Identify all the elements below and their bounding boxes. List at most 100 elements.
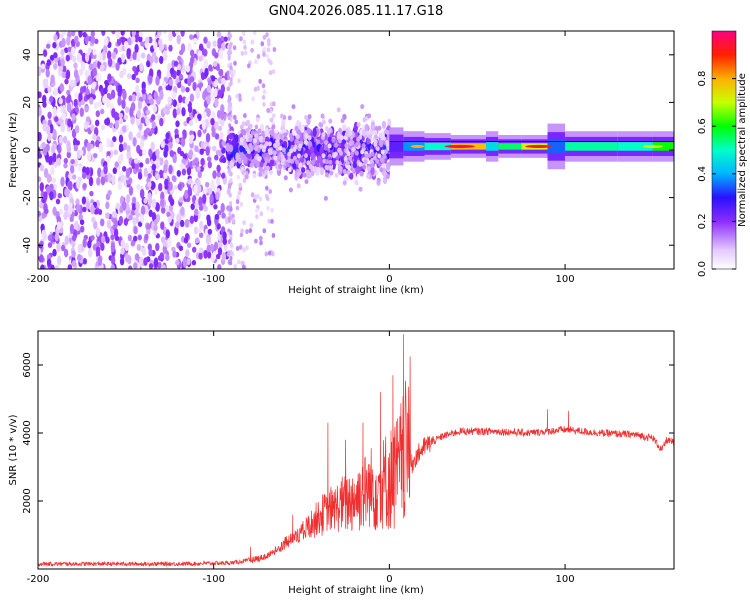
spectrogram-cell (152, 104, 158, 113)
spectrogram-cell (265, 196, 270, 202)
spectrogram-cell (153, 257, 159, 268)
spectrogram-cell (74, 124, 80, 134)
spectrogram-cell (62, 135, 68, 144)
spectrogram-cell (269, 159, 275, 167)
spectrogram-cell (264, 127, 269, 137)
spectrogram-cell (168, 194, 173, 203)
spectrogram-cell (82, 238, 87, 248)
spectrogram-cell (71, 113, 76, 121)
spectrogram-cell (122, 200, 127, 211)
spectrogram-cell (227, 115, 231, 121)
spectrogram-cell (196, 179, 201, 186)
spectrogram-cell (247, 63, 251, 69)
spectrogram-cell (131, 35, 136, 43)
spectrogram-cell (216, 31, 222, 38)
spectrogram-cell (274, 134, 279, 140)
spectrogram-cell (92, 67, 98, 77)
spectrogram-cell (258, 171, 263, 177)
spectrogram-cell (42, 101, 47, 108)
spectrogram-cell (248, 228, 253, 234)
spectrogram-cell (73, 98, 79, 108)
spectrogram-cell (321, 119, 326, 125)
spectrogram-cell (135, 85, 140, 94)
spectrogram-cell (194, 157, 199, 164)
spectrogram-cell (296, 153, 301, 159)
spectrogram-cell (259, 161, 264, 168)
spectrogram-cell (181, 107, 186, 117)
spectrogram-cell (72, 174, 77, 180)
spectrogram-cell (105, 117, 111, 126)
spectrogram-cell (366, 166, 371, 171)
spectrogram-cell (217, 264, 222, 269)
spectrogram-cell (75, 203, 81, 213)
spectrogram-cell (63, 157, 68, 164)
spectrogram-cell (81, 61, 86, 72)
spectrogram-cell (50, 74, 55, 84)
spectrogram-cell (119, 153, 124, 162)
spectrogram-cell (92, 133, 97, 141)
spectrogram-cell (237, 190, 242, 196)
spectrogram-cell (200, 157, 205, 167)
spectrogram-cell (165, 132, 170, 140)
spectrogram-cell (47, 86, 52, 93)
spectrogram-cell (130, 102, 136, 112)
spectrogram-cell (192, 81, 197, 91)
spectrogram-cell (198, 205, 204, 211)
spectrogram-cell (177, 64, 182, 71)
spectrogram-cell (100, 218, 105, 227)
spectrogram-cell (68, 180, 73, 191)
spectrogram-cell (159, 157, 164, 166)
spectrogram-cell (316, 167, 321, 173)
spectrogram-cell (120, 53, 126, 63)
spectrogram-cell (346, 151, 351, 157)
spectrogram-cell (150, 141, 155, 151)
spectrogram-cell (245, 229, 249, 235)
spectrogram-cell (262, 52, 266, 57)
spectrogram-cell (235, 199, 240, 205)
spectrogram-cell (157, 261, 162, 269)
spectrogram-cell (51, 144, 56, 154)
spectrogram-cell (149, 98, 154, 105)
spectrogram-cell (206, 40, 211, 49)
spectrogram-cell (195, 87, 200, 95)
spectrogram-cell (133, 226, 138, 235)
spectrogram-cell (63, 203, 69, 212)
spectrogram-cell (205, 235, 211, 245)
spectrogram-cell (66, 89, 71, 96)
spectrogram-cell (187, 178, 192, 185)
spectrogram-cell (228, 179, 232, 185)
spectrogram-cell (214, 154, 219, 161)
spectrogram-cell (102, 95, 107, 104)
spectrogram-cell (486, 142, 499, 151)
spectrogram-cell (179, 162, 184, 170)
spectrogram-cell (203, 249, 208, 259)
spectrogram-cell (127, 254, 132, 265)
spectrogram-cell (218, 241, 223, 249)
spectrogram-cell (166, 211, 171, 218)
spectrogram-cell (279, 133, 284, 139)
spectrogram-cell (253, 138, 258, 144)
spectrogram-cell (350, 140, 355, 146)
spectrogram-cell (424, 142, 451, 151)
spectrogram-cell (380, 135, 385, 141)
figure-title: GN04.2026.085.11.17.G18 (269, 4, 444, 19)
spectrogram-cell (211, 75, 216, 82)
spectrogram-cell (197, 50, 203, 57)
spectrogram-cell (252, 173, 257, 179)
spectrogram-cell (46, 185, 51, 195)
spectrogram-cell (221, 157, 227, 164)
spectrogram-cell (76, 179, 81, 190)
spectrogram-cell (163, 163, 168, 174)
spectrogram-cell (239, 201, 244, 207)
spectrogram-cell (81, 172, 87, 179)
spectrogram-cell (261, 94, 266, 100)
spectrogram-cell (329, 170, 334, 176)
spectrogram-cell (139, 162, 144, 168)
spectrogram-cell (85, 166, 90, 176)
spectrogram-cell (103, 87, 108, 95)
spectrogram-cell (385, 162, 390, 168)
spectrogram-cell (184, 218, 190, 228)
spectrogram-cell (188, 120, 194, 127)
spectrogram-cell (139, 62, 144, 72)
x-tick-label: 100 (556, 274, 575, 285)
